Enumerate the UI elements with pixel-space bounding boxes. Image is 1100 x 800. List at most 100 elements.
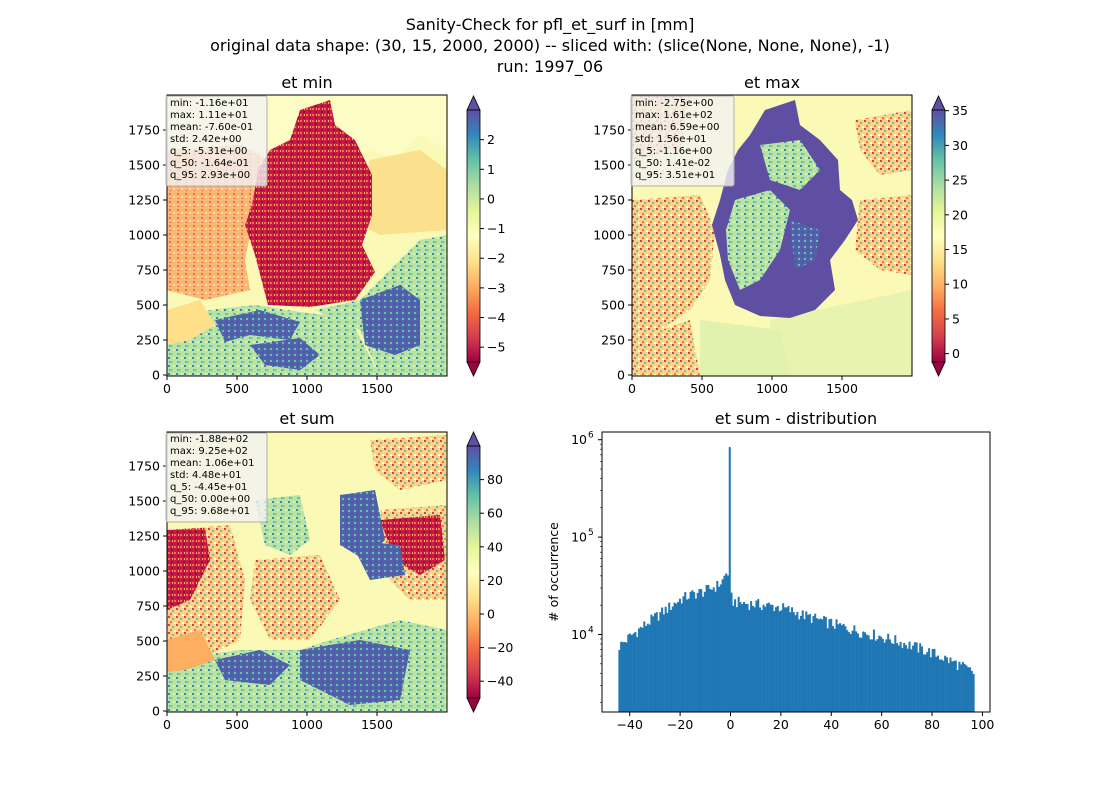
panel-et-sum-distribution: et sum - distribution −40 −20 0 20 40 60 80 100… xyxy=(546,409,994,732)
y-tick-label: 1000 xyxy=(128,564,160,579)
x-tick: 1500 xyxy=(361,376,393,396)
histogram-bar xyxy=(972,674,975,712)
histogram-bar xyxy=(960,664,963,712)
y-tick: 10 4 xyxy=(571,625,602,642)
stat-line: q_50: -1.64e-01 xyxy=(170,158,249,169)
colorbar-tick: −20 xyxy=(480,640,513,655)
x-axis: 0 500 1000 1500 xyxy=(628,376,858,396)
colorbar-tick: 35 xyxy=(945,103,968,118)
stat-line: max: 9.25e+02 xyxy=(170,446,248,457)
y-axis: 0 250 500 750 1000 1250 1500 1750 xyxy=(128,123,167,383)
histogram-bar xyxy=(849,634,852,712)
colorbar-tick-label: 0 xyxy=(487,191,495,206)
x-axis: −40 −20 0 20 40 60 80 100 xyxy=(617,712,994,732)
y-tick-exponent: 4 xyxy=(588,625,594,635)
histogram-bar xyxy=(721,579,724,712)
x-tick-label: 80 xyxy=(924,717,940,732)
y-tick-label: 750 xyxy=(601,263,625,278)
histogram-bar xyxy=(783,607,786,712)
colorbar-gradient xyxy=(466,109,481,363)
colorbar-tick-label: 10 xyxy=(952,277,968,292)
y-tick: 0 xyxy=(152,704,167,719)
y-tick-label: 750 xyxy=(136,599,160,614)
histogram-bar xyxy=(742,602,746,712)
colorbar-tick: 40 xyxy=(480,539,503,554)
colorbar-extend-bottom xyxy=(466,697,481,713)
x-tick: 0 xyxy=(727,712,735,732)
colorbar-tick: 20 xyxy=(945,207,968,222)
histogram-bar xyxy=(653,613,657,712)
histogram-bar xyxy=(778,611,781,712)
histogram-bar xyxy=(787,606,790,712)
histogram-bar xyxy=(698,588,701,712)
panel-title: et sum - distribution xyxy=(715,409,877,428)
histogram-bar xyxy=(673,602,676,712)
histogram-bar xyxy=(887,633,890,712)
colorbar-tick: −1 xyxy=(480,221,505,236)
y-tick: 1250 xyxy=(128,529,167,544)
stat-line: min: -1.88e+02 xyxy=(170,434,249,445)
y-tick-label: 750 xyxy=(136,263,160,278)
colorbar-tick-label: −3 xyxy=(487,280,505,295)
histogram-bar xyxy=(735,607,738,712)
colorbar-tick: −4 xyxy=(480,310,505,325)
histogram-bar xyxy=(776,605,779,712)
y-tick-label: 0 xyxy=(617,368,625,383)
x-tick-label: 1000 xyxy=(291,381,323,396)
y-tick: 1250 xyxy=(593,193,632,208)
stat-line: std: 2.42e+00 xyxy=(170,134,242,145)
y-tick: 1500 xyxy=(128,494,167,509)
figure-title-line-2: original data shape: (30, 15, 2000, 2000… xyxy=(210,36,890,55)
y-tick-label: 250 xyxy=(601,333,625,348)
histogram-bar xyxy=(840,625,843,712)
x-tick-label: 1500 xyxy=(361,381,393,396)
x-tick: 500 xyxy=(225,712,249,732)
histogram-bar xyxy=(862,631,865,712)
histogram-bar xyxy=(812,616,815,712)
histogram-bar xyxy=(839,623,842,712)
stats-box: min: -1.16e+01 max: 1.11e+01 mean: -7.60… xyxy=(165,95,268,187)
colorbar-tick-label: 2 xyxy=(487,132,495,147)
histogram-bar xyxy=(686,599,689,712)
histogram-bar xyxy=(867,635,870,712)
histogram-bar xyxy=(853,625,856,712)
y-tick: 250 xyxy=(601,333,632,348)
histogram-bar xyxy=(627,634,630,712)
colorbar-tick-label: 20 xyxy=(487,573,503,588)
y-tick-label: 0 xyxy=(152,704,160,719)
x-tick: 20 xyxy=(773,712,789,732)
histogram-bar xyxy=(956,669,959,712)
histogram-bar xyxy=(942,660,945,712)
y-tick: 1250 xyxy=(128,193,167,208)
histogram-bar xyxy=(794,615,797,712)
histogram-bar xyxy=(896,643,899,712)
stat-line: mean: 6.59e+00 xyxy=(635,122,719,133)
histogram-bar xyxy=(833,628,836,712)
histogram-bar xyxy=(680,603,683,712)
x-tick: 1000 xyxy=(291,712,323,732)
histogram-bar xyxy=(639,626,642,712)
histogram-bar xyxy=(815,618,818,712)
y-tick-label: 10 xyxy=(571,432,587,447)
colorbar-extend-bottom xyxy=(931,361,946,377)
histogram-bar xyxy=(880,636,883,712)
histogram-bar xyxy=(910,649,913,712)
y-tick-label: 500 xyxy=(136,298,160,313)
colorbar-tick-label: 80 xyxy=(487,472,503,487)
colorbar-tick-label: 15 xyxy=(952,242,968,257)
histogram-bar xyxy=(652,616,655,712)
colorbar-tick: 10 xyxy=(945,277,968,292)
histogram-bar xyxy=(634,632,637,712)
y-tick: 250 xyxy=(136,333,167,348)
histogram-bar xyxy=(775,607,778,712)
histogram-bar xyxy=(901,648,904,712)
histogram-bar xyxy=(890,642,893,712)
stat-line: mean: 1.06e+01 xyxy=(170,458,254,469)
histogram-bar xyxy=(885,639,888,712)
histogram-bar xyxy=(824,617,827,712)
histogram-bar xyxy=(630,635,633,712)
histogram-bar xyxy=(935,656,938,712)
y-tick: 500 xyxy=(601,298,632,313)
histogram-bar xyxy=(694,598,697,712)
y-tick-label: 1000 xyxy=(128,228,160,243)
